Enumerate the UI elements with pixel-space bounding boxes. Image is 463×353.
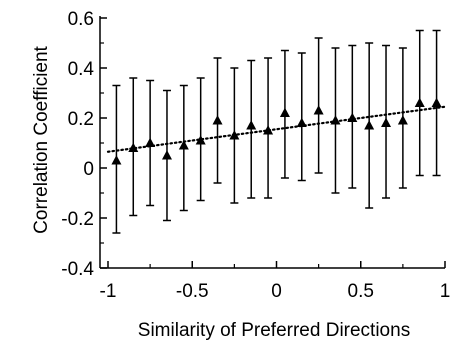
data-point-triangle: [397, 115, 408, 125]
y-tick-label: 0: [83, 159, 94, 180]
data-point-triangle: [128, 142, 139, 153]
x-tick-label: 0.5: [348, 281, 374, 302]
data-point-triangle: [246, 120, 257, 130]
x-tick-label: -1: [100, 281, 117, 302]
data-point-triangle: [330, 115, 341, 125]
x-tick-label: -0.5: [176, 281, 209, 302]
x-tick-label: 1: [440, 281, 451, 302]
trend-line-group: [106, 105, 447, 153]
data-point-triangle: [178, 140, 189, 150]
data-point-triangle: [229, 130, 240, 140]
x-axis-label: Similarity of Preferred Directions: [138, 320, 410, 341]
y-tick-label: -0.4: [61, 259, 94, 280]
data-point-triangle: [263, 125, 274, 135]
y-tick-label: -0.2: [61, 209, 94, 230]
data-point-triangle: [195, 135, 206, 145]
data-point-triangle: [313, 105, 324, 115]
data-point-triangle: [279, 107, 290, 118]
data-point-triangle: [296, 117, 307, 128]
data-point-triangle: [212, 115, 223, 125]
data-point-triangle: [347, 112, 358, 123]
trend-line: [106, 105, 447, 153]
data-point-triangle: [111, 155, 122, 165]
y-tick-label: 0.6: [68, 9, 94, 30]
axes: -0.4 -0.2 0 0.2 0.4 0.6 -1 -0.5 0 0.5 1: [61, 9, 450, 302]
data-point-triangle: [145, 137, 156, 148]
data-series: [111, 29, 442, 234]
data-point-triangle: [431, 97, 442, 108]
y-tick-label: 0.4: [68, 59, 95, 80]
data-point-triangle: [414, 97, 425, 108]
y-axis-label: Correlation Coefficient: [31, 45, 52, 233]
x-tick-label: 0: [271, 281, 282, 302]
data-point-triangle: [364, 120, 375, 130]
data-point-triangle: [381, 117, 392, 128]
y-tick-label: 0.2: [68, 109, 94, 130]
data-point-triangle: [161, 150, 172, 160]
